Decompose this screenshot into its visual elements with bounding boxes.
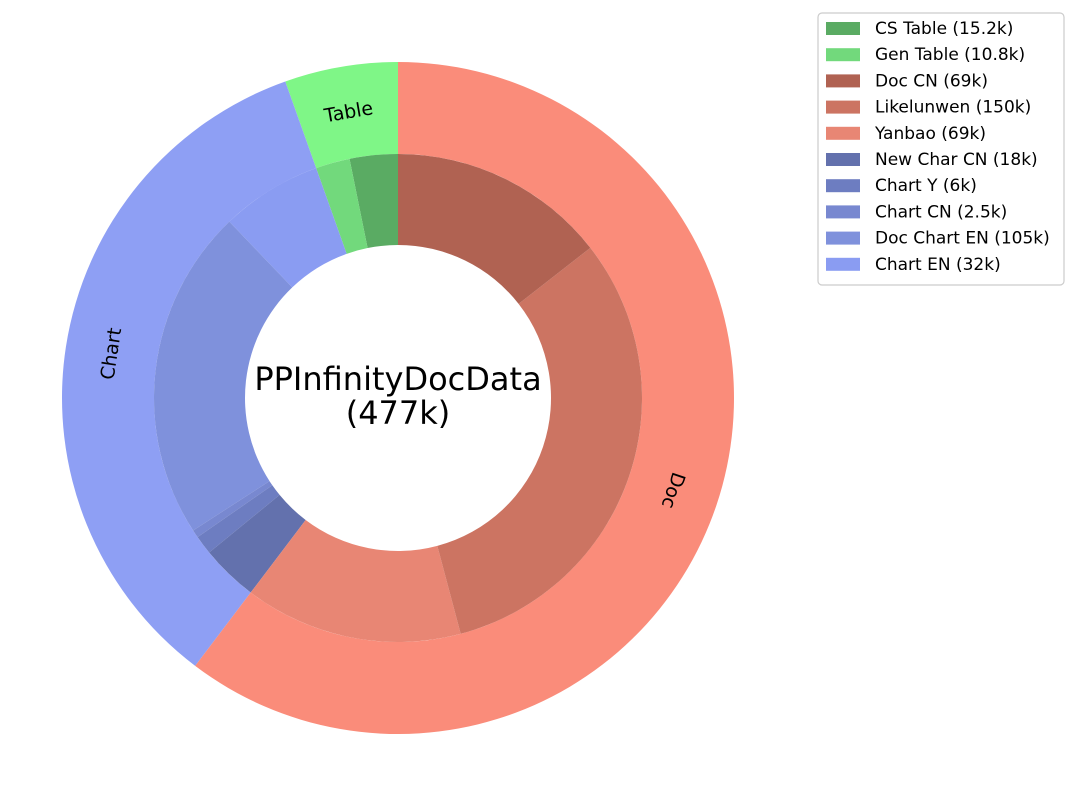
legend-label-likelunwen-150k: Likelunwen (150k): [875, 98, 1031, 118]
center-title-line2: (477k): [346, 394, 451, 432]
inner-wedge-gen-table-10-8k: [316, 158, 368, 254]
center-title-line1: PPInfinityDocData: [254, 360, 541, 398]
inner-wedge-doc-cn-69k: [398, 154, 591, 304]
inner-wedge-doc-chart-en-105k: [153, 221, 293, 531]
legend-swatch-yanbao-69k: [826, 126, 860, 140]
legend-label-doc-cn-69k: Doc CN (69k): [875, 71, 988, 91]
inner-wedge-yanbao-69k: [250, 519, 461, 642]
outer-wedge-chart: [61, 81, 317, 666]
legend-swatch-gen-table-10-8k: [826, 48, 860, 62]
legend-swatch-chart-en-32k: [826, 257, 860, 271]
legend-swatch-doc-chart-en-105k: [826, 231, 860, 245]
legend-swatch-doc-cn-69k: [826, 74, 860, 88]
outer-ring: [61, 62, 734, 734]
legend-swatch-chart-cn-2-5k: [826, 205, 860, 219]
inner-wedge-chart-cn-2-5k: [193, 481, 273, 538]
legend-label-doc-chart-en-105k: Doc Chart EN (105k): [875, 229, 1050, 249]
inner-wedge-likelunwen-150k: [437, 247, 642, 634]
inner-ring: [153, 154, 642, 642]
inner-wedge-chart-y-6k: [197, 485, 280, 553]
outer-wedge-doc: [195, 62, 734, 734]
legend-label-chart-cn-2-5k: Chart CN (2.5k): [875, 202, 1007, 222]
legend-swatch-new-char-cn-18k: [826, 153, 860, 166]
legend-label-chart-y-6k: Chart Y (6k): [875, 176, 977, 196]
legend-label-new-char-cn-18k: New Char CN (18k): [875, 150, 1038, 170]
legend-label-gen-table-10-8k: Gen Table (10.8k): [875, 45, 1025, 65]
legend: CS Table (15.2k) Gen Table (10.8k) Doc CN …: [817, 12, 1065, 286]
legend-swatch-chart-y-6k: [826, 179, 860, 193]
legend-label-yanbao-69k: Yanbao (69k): [874, 124, 986, 144]
legend-swatch-cs-table-15-2k: [826, 22, 860, 35]
legend-frame: [817, 12, 1065, 286]
outer-wedge-table: [285, 62, 398, 169]
legend-label-cs-table-15-2k: CS Table (15.2k): [875, 19, 1013, 39]
inner-wedge-cs-table-15-2k: [349, 154, 398, 249]
legend-label-chart-en-32k: Chart EN (32k): [875, 255, 1001, 275]
inner-wedge-new-char-cn-18k: [209, 494, 306, 593]
inner-wedge-chart-en-32k: [229, 168, 347, 288]
legend-swatch-likelunwen-150k: [826, 100, 860, 114]
